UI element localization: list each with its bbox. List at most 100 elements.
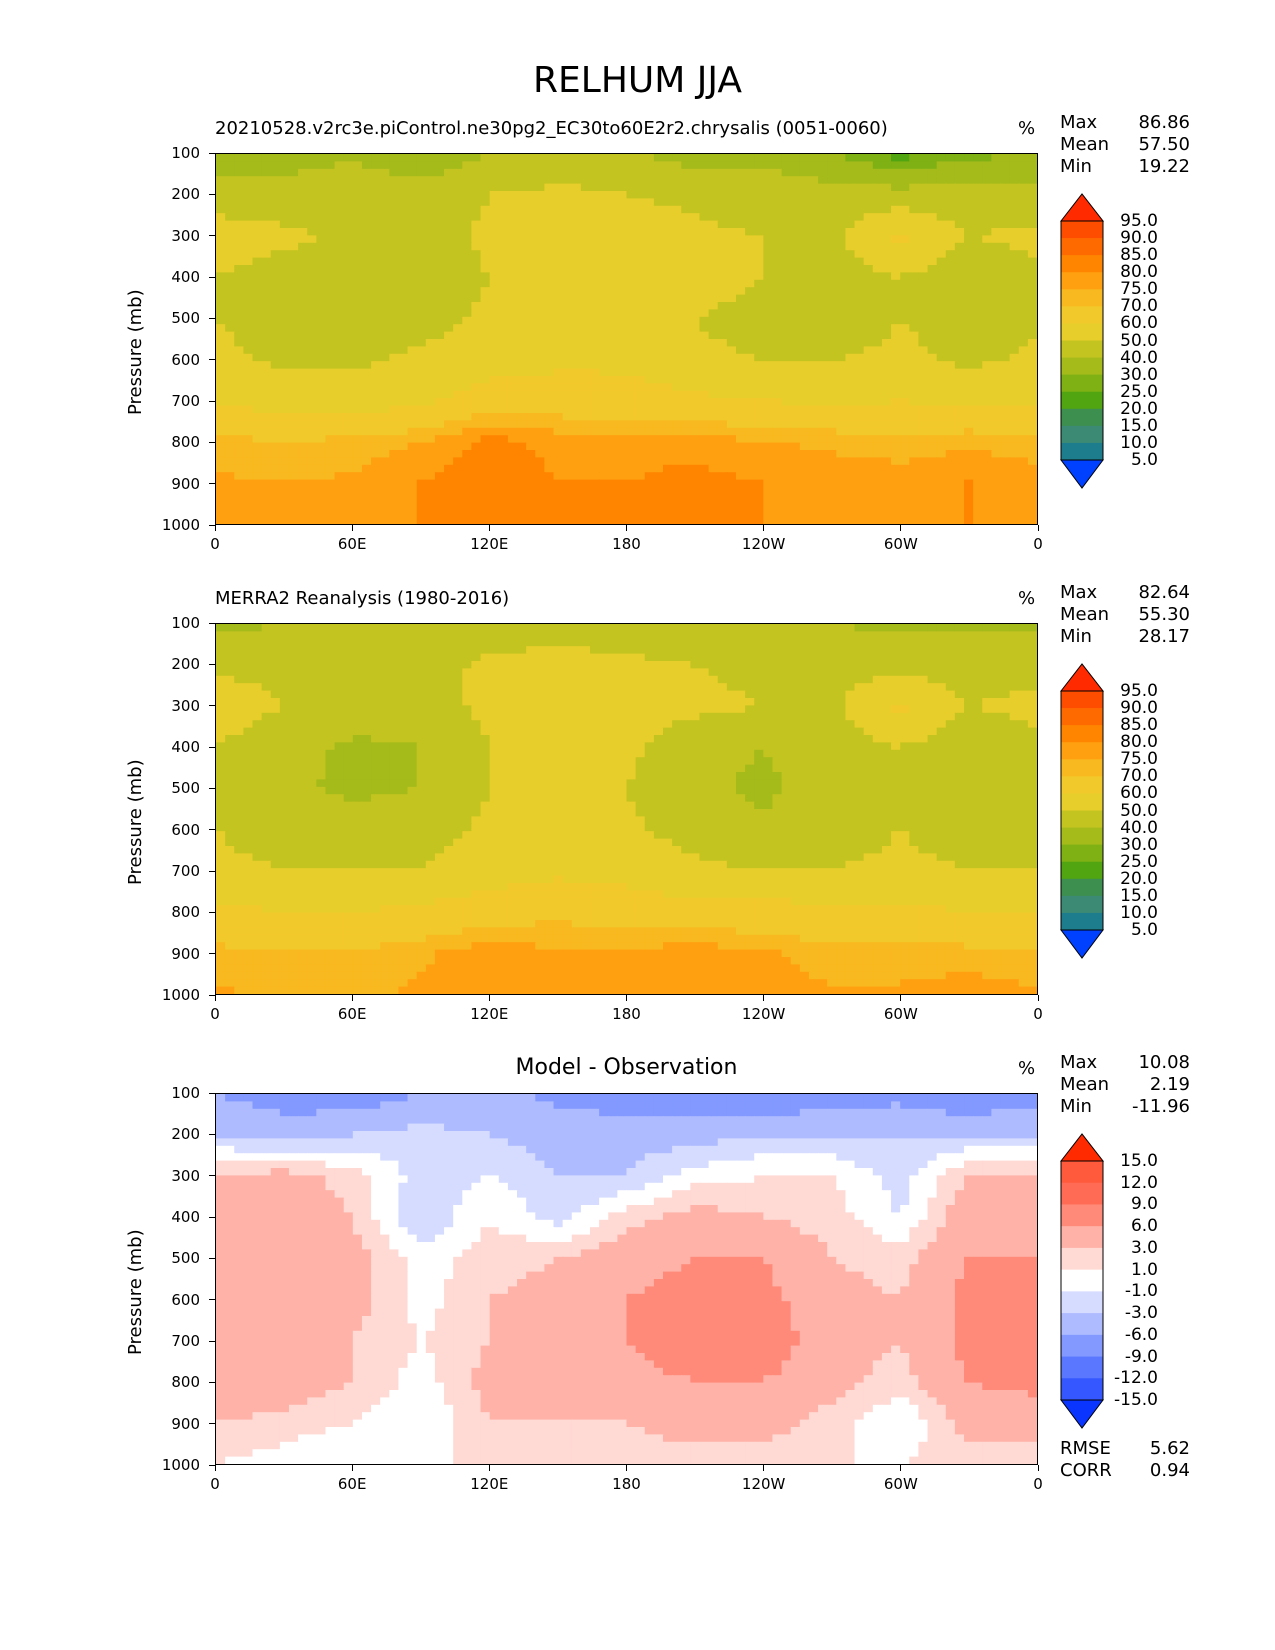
heatmap-cell [608,624,618,632]
heatmap-cell [398,161,409,170]
heatmap-cell [307,405,317,414]
heatmap-cell [498,250,509,259]
heatmap-cell [745,279,755,288]
heatmap-cell [398,198,409,207]
heatmap-cell [389,631,400,640]
heatmap-cell [672,220,682,229]
heatmap-cell [526,154,536,162]
heatmap-cell [653,161,664,170]
heatmap-cell [480,294,491,303]
heatmap-cell [863,176,874,185]
heatmap-cell [644,353,655,362]
heatmap-cell [845,405,856,414]
heatmap-cell [361,339,372,347]
heatmap-cell [425,302,436,310]
colorbar-bin [1061,238,1103,256]
heatmap-cell [1000,435,1011,444]
heatmap-cell [982,376,992,384]
heatmap-cell [881,279,892,288]
heatmap-cell [891,457,901,466]
heatmap-cell [425,442,436,451]
heatmap-cell [444,646,454,655]
heatmap-cell [881,398,892,407]
heatmap-cell [763,464,774,473]
heatmap-cell [599,265,609,273]
heatmap-cell [662,494,673,503]
colorbar-level-label: 50.0 [1120,330,1158,351]
heatmap-cell [580,168,591,177]
heatmap-cell [754,250,764,259]
heatmap-cell [881,368,892,377]
heatmap-cell [480,646,491,655]
heatmap-cell [745,464,755,473]
heatmap-cell [298,220,308,229]
heatmap-cell [690,242,701,251]
heatmap-cell [808,161,819,170]
heatmap-cell [881,242,892,251]
heatmap-cell [398,450,409,458]
heatmap-cell [444,265,454,273]
heatmap-cell [498,213,509,222]
heatmap-cell [945,272,956,281]
heatmap-cell [307,368,317,377]
heatmap-cell [973,427,983,436]
heatmap-cell [462,516,473,524]
heatmap-cell [854,479,865,488]
heatmap-cell [708,339,719,347]
heatmap-cell [444,435,454,444]
heatmap-cell [1009,383,1020,392]
heatmap-cell [881,250,892,259]
heatmap-cell [243,265,254,273]
heatmap-cell [517,472,527,481]
heatmap-cell [662,450,673,458]
heatmap-cell [471,472,482,481]
heatmap-cell [425,376,436,384]
heatmap-cell [927,279,938,288]
heatmap-cell [845,294,856,303]
heatmap-cell [872,509,883,518]
heatmap-cell [973,183,983,192]
heatmap-cell [462,450,473,458]
heatmap-cell [635,213,646,222]
heatmap-cell [434,464,445,473]
heatmap-cell [717,405,728,414]
heatmap-cell [416,638,427,647]
heatmap-cell [216,427,226,436]
heatmap-cell [444,242,454,251]
heatmap-cell [872,235,883,244]
heatmap-cell [462,494,473,503]
heatmap-cell [763,191,774,199]
heatmap-cell [699,353,710,362]
heatmap-cell [298,442,308,451]
heatmap-cell [225,516,235,524]
heatmap-cell [590,339,600,347]
heatmap-cell [380,653,390,662]
heatmap-cell [699,413,710,421]
heatmap-cell [1018,487,1029,495]
heatmap-cell [1009,479,1020,488]
heatmap-cell [827,638,837,647]
heatmap-cell [371,464,381,473]
heatmap-cell [772,472,783,481]
heatmap-cell [836,435,847,444]
heatmap-cell [918,168,929,177]
heatmap-cell [745,457,755,466]
heatmap-cell [398,427,409,436]
heatmap-cell [334,220,345,229]
heatmap-cell [243,405,254,414]
heatmap-cell [307,191,317,199]
heatmap-cell [270,420,281,429]
heatmap-cell [243,176,254,185]
heatmap-cell [644,487,655,495]
heatmap-cell [453,183,463,192]
heatmap-cell [599,205,609,214]
heatmap-cell [1027,376,1037,384]
heatmap-cell [444,353,454,362]
heatmap-cell [635,294,646,303]
heatmap-cell [252,450,263,458]
heatmap-cell [690,420,701,429]
heatmap-cell [818,472,828,481]
heatmap-cell [854,442,865,451]
heatmap-cell [854,198,865,207]
heatmap-cell [398,302,409,310]
